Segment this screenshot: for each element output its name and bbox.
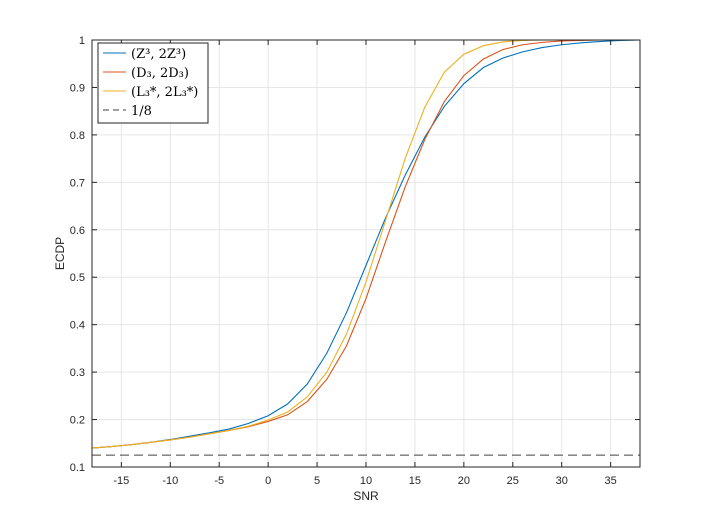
y-tick-label: 0.4 bbox=[70, 320, 85, 332]
y-tick-label: 0.6 bbox=[70, 225, 85, 237]
x-tick-label: -10 bbox=[162, 475, 178, 487]
x-tick-label: 15 bbox=[409, 475, 421, 487]
y-tick-label: 0.7 bbox=[70, 177, 85, 189]
y-tick-label: 0.9 bbox=[70, 82, 85, 94]
legend: (Z³, 2Z³) (D₃, 2D₃) (L₃*, 2L₃*) 1/8 bbox=[97, 42, 209, 124]
legend-label: (D₃, 2D₃) bbox=[131, 66, 189, 81]
x-tick-label: 25 bbox=[507, 475, 519, 487]
x-tick-label: -15 bbox=[113, 475, 129, 487]
y-axis-label: ECDP bbox=[53, 237, 67, 270]
series-line-0 bbox=[91, 39, 641, 449]
legend-label: (L₃*, 2L₃*) bbox=[131, 85, 198, 100]
legend-label: 1/8 bbox=[131, 104, 152, 119]
x-tick-label: 30 bbox=[556, 475, 568, 487]
x-tick-label: 10 bbox=[360, 475, 372, 487]
legend-label: (Z³, 2Z³) bbox=[131, 47, 186, 62]
y-tick-label: 0.2 bbox=[70, 415, 85, 427]
x-tick-label: 20 bbox=[458, 475, 470, 487]
y-tick-label: 0.1 bbox=[70, 462, 85, 474]
x-tick-label: 5 bbox=[314, 475, 320, 487]
x-tick-label: 0 bbox=[265, 475, 271, 487]
y-tick-label: 0.8 bbox=[70, 130, 85, 142]
y-tick-label: 1 bbox=[79, 35, 85, 47]
y-tick-label: 0.3 bbox=[70, 367, 85, 379]
y-tick-label: 0.5 bbox=[70, 272, 85, 284]
axis-ticks: -15 -10 -5 0 5 10 15 20 25 30 35 0.1 0.2 0.3 0.4 0.5 0.6… bbox=[70, 35, 640, 487]
x-axis-label: SNR bbox=[353, 489, 379, 503]
x-tick-label: -5 bbox=[214, 475, 224, 487]
x-tick-label: 35 bbox=[605, 475, 617, 487]
